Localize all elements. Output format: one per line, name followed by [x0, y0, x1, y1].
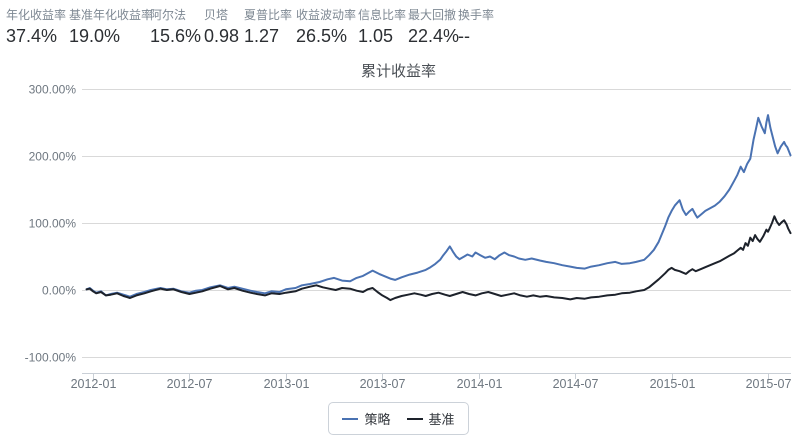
stat-item: 信息比率 1.05: [358, 8, 408, 47]
stat-item: 阿尔法 15.6%: [150, 8, 204, 47]
stat-label: 阿尔法: [150, 8, 187, 22]
stat-label: 基准年化收益率: [69, 8, 154, 22]
strategy-line: [85, 114, 792, 298]
x-tick-label: 2012-01: [71, 377, 117, 391]
y-tick-label: 0.00%: [42, 284, 76, 298]
stat-item: 换手率 --: [458, 8, 518, 47]
x-tick-label: 2015-01: [650, 377, 696, 391]
cumulative-return-chart[interactable]: 300.00% 200.00% 100.00% 0.00% -100.00% 2012-0…: [0, 75, 797, 395]
x-tick-label: 2012-07: [167, 377, 213, 391]
x-tick-label: 2013-01: [264, 377, 310, 391]
stat-value: --: [458, 26, 470, 46]
y-tick-label: 100.00%: [29, 217, 77, 231]
stat-value: 37.4%: [6, 26, 58, 46]
chart-legend-row: 策略 基准: [0, 402, 797, 435]
legend-item-strategy[interactable]: 策略: [342, 409, 391, 428]
stat-label: 收益波动率: [296, 8, 357, 22]
x-tick-label: 2015-07: [746, 377, 792, 391]
stat-value: 15.6%: [150, 26, 202, 46]
stat-label: 最大回撤: [408, 8, 457, 22]
performance-stats: 年化收益率 37.4% 基准年化收益率 19.0% 阿尔法 15.6% 贝塔 0.98 夏普比率…: [6, 8, 518, 47]
stat-item: 年化收益率 37.4%: [6, 8, 69, 47]
y-tick-label: 300.00%: [29, 83, 77, 97]
legend-item-benchmark[interactable]: 基准: [406, 409, 455, 428]
stat-label: 年化收益率: [6, 8, 67, 22]
stat-label: 夏普比率: [244, 8, 293, 22]
x-tick-label: 2014-07: [553, 377, 599, 391]
legend-line-swatch: [406, 417, 423, 420]
benchmark-line: [85, 215, 792, 302]
stat-value: 0.98: [204, 26, 240, 46]
stat-value: 19.0%: [69, 26, 121, 46]
y-tick-label: 200.00%: [29, 150, 77, 164]
x-tick-label: 2014-01: [457, 377, 503, 391]
stat-label: 贝塔: [204, 8, 229, 22]
stat-value: 1.05: [358, 26, 394, 46]
stat-item: 夏普比率 1.27: [244, 8, 296, 47]
y-tick-label: -100.00%: [25, 351, 77, 365]
chart-legend: 策略 基准: [328, 402, 469, 435]
chart-title: 累计收益率: [360, 63, 436, 80]
legend-line-swatch: [342, 417, 359, 420]
x-tick-label: 2013-07: [360, 377, 406, 391]
stat-item: 最大回撤 22.4%: [408, 8, 460, 47]
stat-value: 22.4%: [408, 26, 460, 46]
stat-item: 贝塔 0.98: [204, 8, 244, 47]
legend-label: 策略: [364, 412, 391, 427]
stat-value: 1.27: [244, 26, 280, 46]
stat-item: 基准年化收益率 19.0%: [69, 8, 154, 47]
stat-item: 收益波动率 26.5%: [296, 8, 358, 47]
stat-value: 26.5%: [296, 26, 348, 46]
stat-label: 信息比率: [358, 8, 407, 22]
stat-label: 换手率: [458, 8, 495, 22]
legend-label: 基准: [428, 412, 455, 427]
